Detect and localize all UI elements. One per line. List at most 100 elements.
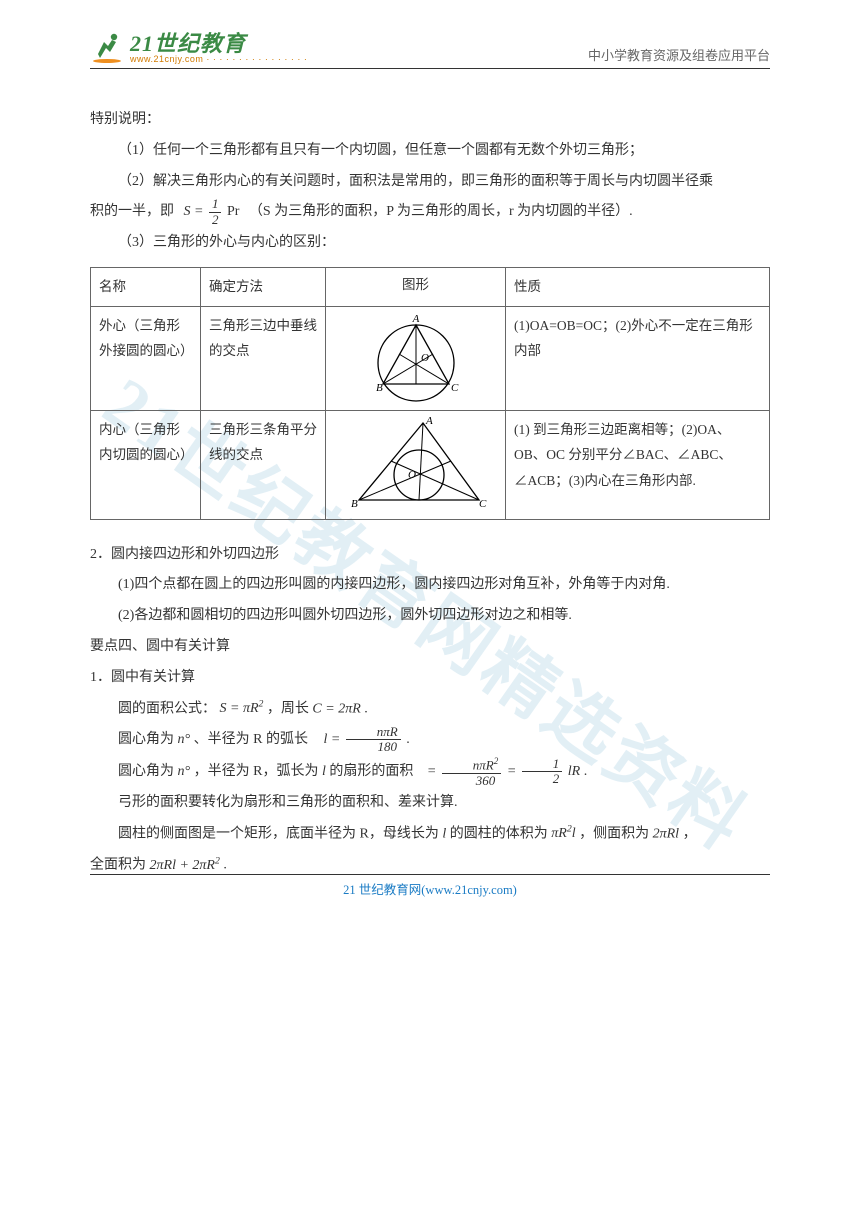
cell-circumcenter-method: 三角形三边中垂线的交点 [201,306,326,410]
circumcircle-diagram: A B C O [356,311,476,406]
cyl-vol-prefix: 的圆柱的体积为 [450,826,548,841]
svg-text:A: A [411,313,419,325]
section4-sub: 1．圆中有关计算 [90,663,770,694]
svg-text:B: B [376,382,383,394]
cell-circumcenter-prop: (1)OA=OB=OC；(2)外心不一定在三角形内部 [506,306,770,410]
bow-line: 弓形的面积要转化为扇形和三角形的面积和、差来计算. [90,788,770,819]
sector-num2: 1 [522,757,563,772]
formula-perimeter: C = 2πR [312,701,360,716]
runner-icon [90,30,126,64]
cyl-prefix: 圆柱的侧面图是一个矩形，底面半径为 R，母线长为 [118,826,439,841]
sector-num1: nπR2 [442,756,502,774]
cell-circumcenter-figure: A B C O [326,306,506,410]
section2-title: 2．圆内接四边形和外切四边形 [90,540,770,571]
arc-length-line: 圆心角为 n° 、半径为 R 的弧长 l = nπR 180 . [90,725,770,756]
table-header-row: 名称 确定方法 图形 性质 [91,268,770,307]
special-notes-title: 特别说明： [90,105,770,136]
fraction-half: 1 2 [209,197,222,227]
cylinder-line: 圆柱的侧面图是一个矩形，底面半径为 R，母线长为 l 的圆柱的体积为 πR2l … [90,819,770,850]
svg-text:O: O [421,352,429,364]
cyl-vol: πR [551,826,567,841]
perimeter-prefix: ，周长 [267,701,309,716]
eq-sign: = [194,204,203,219]
logo-text-cn: 21世纪教育 [130,33,307,55]
eq: = [331,732,340,747]
note-2-suffix: （S 为三角形的面积，P 为三角形的周长，r 为内切圆的半径）. [249,204,633,219]
svg-text:B: B [351,498,358,510]
sector-den1: 360 [442,774,502,788]
cell-incenter-prop: (1) 到三角形三边距离相等；(2)OA、OB、OC 分别平分∠BAC、∠ABC… [506,410,770,519]
cyl-vol-l: l [572,826,576,841]
section2-p1: (1)四个点都在圆上的四边形叫圆的内接四边形，圆内接四边形对角互补，外角等于内对… [90,570,770,601]
sector-suffix: 的扇形的面积 [329,764,413,779]
sector-frac-1: nπR2 360 [442,756,502,788]
eq2: = [507,764,516,779]
sector-mid: ，半径为 R，弧长为 [194,764,319,779]
incircle-diagram: A B C O [341,415,491,515]
arc-mid: 、半径为 R 的弧长 [194,732,308,747]
formula-area: S = πR [220,701,259,716]
note-3: （3）三角形的外心与内心的区别： [90,228,770,259]
cell-circumcenter-name: 外心（三角形外接圆的圆心） [91,306,201,410]
svg-text:O: O [408,469,416,481]
svg-text:C: C [479,498,487,510]
cyl-total: 2πRl + 2πR [150,858,215,873]
cell-incenter-name: 内心（三角形内切圆的圆心） [91,410,201,519]
period: . [584,764,588,779]
exp-2: 2 [259,699,264,710]
cyl-total-prefix: 全面积为 [90,858,146,873]
svg-text:A: A [425,415,433,427]
note-2-prefix: 积的一半，即 [90,204,174,219]
th-property: 性质 [506,268,770,307]
logo-url: www.21cnjy.com · · · · · · · · · · · · ·… [130,55,307,64]
page-body: 21世纪教育 www.21cnjy.com · · · · · · · · · … [0,0,860,922]
arc-num: nπR [346,725,401,740]
arc-den: 180 [346,740,401,754]
var-S: S [184,204,191,219]
cyl-side-prefix: ，侧面积为 [579,826,649,841]
th-name: 名称 [91,268,201,307]
area-formula-line: 圆的面积公式： S = πR2 ，周长 C = 2πR . [90,694,770,725]
var-lR: lR [568,764,580,779]
page-header: 21世纪教育 www.21cnjy.com · · · · · · · · · … [90,30,770,69]
comma: ， [683,826,697,841]
page-footer: 21 世纪教育网(www.21cnjy.com) [90,874,770,898]
note-1: （1）任何一个三角形都有且只有一个内切圆，但任意一个圆都有无数个外切三角形； [90,136,770,167]
sector-prefix: 圆心角为 [118,764,174,779]
section4-heading: 要点四、圆中有关计算 [90,632,770,663]
arc-fraction: nπR 180 [346,725,401,755]
period: . [364,701,368,716]
main-content: 特别说明： （1）任何一个三角形都有且只有一个内切圆，但任意一个圆都有无数个外切… [90,105,770,882]
arc-prefix: 圆心角为 [118,732,174,747]
exp: 2 [215,855,220,866]
var-l2: l [322,764,326,779]
svg-text:C: C [451,382,459,394]
cyl-side: 2πRl [653,826,679,841]
frac-num: 1 [209,197,222,212]
th-figure: 图形 [326,268,506,307]
frac-den: 2 [209,213,222,227]
var-l3: l [442,826,446,841]
note-2-line1: （2）解决三角形内心的有关问题时，面积法是常用的，即三角形的面积等于周长与内切圆… [90,167,770,198]
table-row: 内心（三角形内切圆的圆心） 三角形三条角平分线的交点 A B C [91,410,770,519]
formula-s-half-pr: S = 1 2 Pr [184,204,243,219]
th-method: 确定方法 [201,268,326,307]
note-2-line2: 积的一半，即 S = 1 2 Pr （S 为三角形的面积，P 为三角形的周长，r… [90,197,770,228]
centers-table: 名称 确定方法 图形 性质 外心（三角形外接圆的圆心） 三角形三边中垂线的交点 [90,267,770,520]
sector-deg: n° [178,764,191,779]
sector-frac-2: 1 2 [522,757,563,787]
sector-area-line: 圆心角为 n° ，半径为 R，弧长为 l 的扇形的面积 = nπR2 360 =… [90,756,770,788]
header-subtitle: 中小学教育资源及组卷应用平台 [588,45,770,64]
period: . [223,858,227,873]
table-row: 外心（三角形外接圆的圆心） 三角形三边中垂线的交点 A B C [91,306,770,410]
period: . [406,732,410,747]
area-prefix: 圆的面积公式： [118,701,216,716]
cell-incenter-method: 三角形三条角平分线的交点 [201,410,326,519]
arc-deg: n° [178,732,191,747]
eq: = [427,764,436,779]
logo: 21世纪教育 www.21cnjy.com · · · · · · · · · … [90,30,307,64]
sector-den2: 2 [522,772,563,786]
section2-p2: (2)各边都和圆相切的四边形叫圆外切四边形，圆外切四边形对边之和相等. [90,601,770,632]
cell-incenter-figure: A B C O [326,410,506,519]
var-Pr: Pr [227,204,239,219]
